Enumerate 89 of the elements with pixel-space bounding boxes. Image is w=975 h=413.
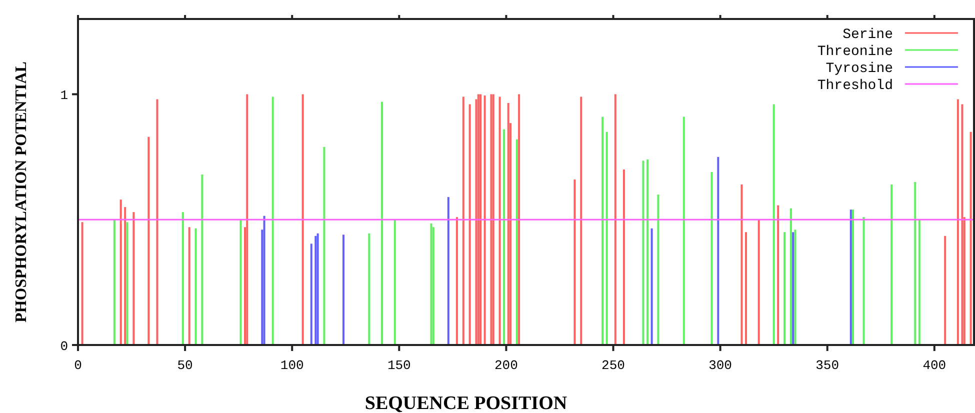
bar [188, 227, 190, 345]
bar [132, 212, 135, 345]
bar [456, 217, 458, 345]
bar [394, 220, 396, 345]
bar [790, 208, 792, 345]
bar [961, 104, 964, 345]
bar [918, 220, 920, 345]
x-tick-label: 350 [816, 358, 840, 373]
bar [622, 169, 625, 345]
bar [263, 216, 266, 345]
bar [240, 220, 242, 345]
bar [156, 99, 158, 345]
bar [490, 94, 492, 345]
bar [794, 230, 796, 345]
x-tick-label: 0 [74, 358, 82, 373]
bar [792, 232, 794, 345]
y-tick-label: 1 [60, 88, 68, 104]
x-tick-label: 400 [922, 358, 946, 373]
bar [777, 205, 780, 345]
bar [710, 172, 713, 345]
x-tick-label: 250 [602, 358, 625, 373]
x-axis-title: SEQUENCE POSITION [364, 393, 568, 413]
bar [956, 99, 959, 345]
bar [682, 116, 685, 345]
bar [314, 236, 317, 345]
legend-label: Threonine [817, 44, 893, 60]
x-tick-label: 150 [387, 358, 411, 373]
bar [507, 103, 510, 345]
bar [657, 194, 660, 345]
bar [498, 96, 501, 345]
bar [126, 222, 128, 345]
bar [650, 228, 653, 345]
bar [468, 104, 471, 345]
bar [120, 200, 122, 345]
bar [944, 236, 946, 345]
bar [368, 233, 370, 345]
bar [580, 96, 582, 345]
bar [430, 223, 432, 345]
bar [124, 207, 126, 345]
bar [740, 184, 743, 345]
bar [477, 94, 480, 345]
bar [784, 232, 786, 345]
bar [447, 197, 450, 345]
bar [646, 159, 648, 345]
bar [194, 228, 197, 345]
bar [201, 174, 204, 345]
bar [744, 232, 747, 345]
bar [574, 179, 576, 345]
x-tick-label: 50 [177, 358, 193, 373]
bar [492, 94, 494, 345]
y-axis-title: PHOSPHORYLATION POTENTIAL [13, 62, 30, 322]
bar [484, 95, 486, 345]
bar [342, 234, 344, 345]
bar [503, 129, 506, 345]
x-tick-label: 200 [494, 358, 518, 373]
bar [480, 94, 482, 345]
bar [381, 102, 384, 345]
bar [606, 132, 608, 345]
bar [717, 156, 720, 345]
bar [850, 210, 852, 345]
bar [602, 116, 604, 345]
bar [914, 182, 916, 345]
bar [516, 139, 518, 345]
bar [772, 104, 775, 345]
bar [642, 160, 644, 345]
bar [462, 96, 464, 345]
bar [614, 94, 616, 345]
x-tick-label: 300 [708, 358, 732, 373]
legend-label: Tyrosine [826, 61, 893, 77]
bar [246, 94, 248, 345]
legend-label: Threshold [817, 78, 893, 94]
bar [310, 244, 312, 345]
bar [862, 217, 865, 345]
legend-label: Serine [842, 27, 893, 43]
x-tick-label: 100 [280, 358, 304, 373]
bar [890, 184, 893, 345]
bar [970, 132, 972, 345]
bar [302, 94, 304, 345]
bar [148, 136, 150, 345]
bar [81, 222, 84, 345]
bar [432, 227, 434, 345]
bar [758, 220, 760, 345]
bar [316, 233, 319, 345]
bar [113, 220, 116, 345]
bar [518, 94, 520, 345]
bar [852, 210, 854, 345]
bar [182, 212, 184, 345]
bar [272, 96, 274, 345]
bar [323, 146, 326, 345]
